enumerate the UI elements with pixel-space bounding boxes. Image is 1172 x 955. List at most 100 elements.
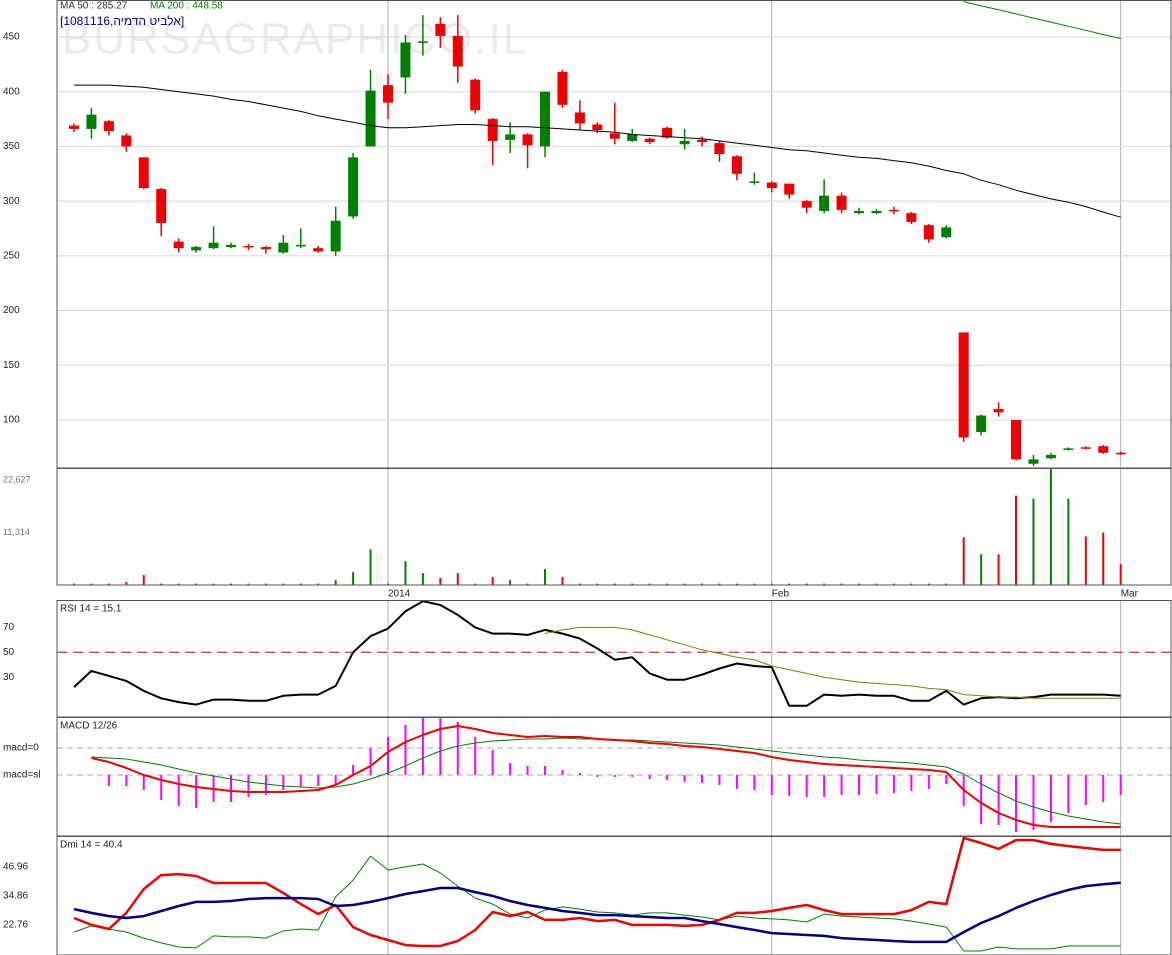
candle-body	[278, 242, 289, 253]
volume-bar	[578, 583, 581, 585]
candle-body	[260, 247, 271, 250]
volume-bar	[212, 583, 215, 585]
volume-bar	[718, 583, 721, 585]
candle-body	[383, 85, 394, 103]
histogram-bar	[1032, 775, 1035, 830]
histogram-bar	[701, 775, 704, 783]
volume-bar	[299, 583, 302, 585]
histogram-bar	[770, 775, 773, 795]
candle-body	[731, 156, 742, 174]
histogram-bar	[561, 770, 564, 775]
histogram-bar	[788, 775, 791, 796]
candle-body	[452, 35, 463, 67]
y-tick-label: 22.76	[3, 920, 28, 931]
histogram-bar	[125, 775, 128, 786]
histogram-bar	[299, 775, 302, 787]
volume-bar	[334, 580, 337, 585]
volume-bar	[910, 583, 913, 585]
volume-bar	[666, 583, 669, 585]
candle-body	[540, 91, 551, 147]
candle-body	[435, 23, 446, 36]
candle-body	[365, 90, 376, 147]
volume-bar	[980, 554, 983, 585]
volume-bar	[125, 582, 128, 585]
candle-body	[208, 242, 219, 249]
y-tick-label: 70	[3, 622, 15, 633]
legend-entry: MA 200 : 448.58	[150, 1, 223, 12]
candle-body	[400, 42, 411, 78]
candle-body	[103, 121, 114, 132]
volume-bar	[753, 583, 756, 585]
volume-bar	[282, 583, 285, 585]
volume-bar	[1015, 495, 1018, 585]
histogram-bar	[858, 775, 861, 795]
series-line	[544, 626, 1121, 699]
volume-bar	[945, 583, 948, 585]
candle-body	[679, 140, 690, 145]
panel-background	[57, 836, 1171, 955]
volume-bar	[770, 583, 773, 585]
histogram-bar	[404, 725, 407, 775]
instrument-label: [1081116,אלביט הדמיה]	[60, 14, 184, 28]
y-tick-label: 150	[3, 360, 20, 371]
volume-bar	[526, 583, 529, 585]
histogram-bar	[927, 775, 930, 789]
histogram-bar	[875, 775, 878, 794]
candle-body	[243, 245, 254, 248]
candle-body	[487, 119, 498, 141]
volume-bar	[858, 583, 861, 585]
histogram-bar	[334, 775, 337, 785]
histogram-bar	[317, 775, 320, 786]
y-tick-label: 250	[3, 250, 20, 261]
candle-body	[1115, 452, 1126, 455]
series-line	[963, 1, 1121, 39]
volume-bar	[1032, 498, 1035, 585]
histogram-bar	[945, 775, 948, 784]
candle-body	[993, 409, 1004, 413]
candle-body	[749, 181, 760, 183]
panel-background	[57, 0, 1171, 468]
y-tick-label: macd=sl	[3, 770, 41, 781]
candle-body	[470, 79, 481, 111]
series-line	[74, 84, 1121, 218]
volume-bar	[247, 583, 250, 585]
histogram-bar	[666, 775, 669, 780]
volume-bar	[456, 573, 459, 585]
histogram-bar	[910, 775, 913, 791]
volume-bar	[561, 577, 564, 585]
histogram-bar	[980, 775, 983, 824]
candle-body	[1080, 447, 1091, 449]
histogram-bar	[1067, 775, 1070, 813]
histogram-bar	[578, 773, 581, 775]
candle-body	[627, 134, 638, 141]
histogram-bar	[456, 722, 459, 775]
volume-bar	[142, 575, 145, 585]
candle-body	[941, 227, 952, 238]
candle-body	[906, 213, 917, 222]
volume-bar	[195, 583, 198, 585]
candle-body	[1063, 448, 1074, 450]
histogram-bar	[160, 775, 163, 800]
histogram-bar	[107, 775, 110, 786]
candle-body	[173, 241, 184, 249]
candle-body	[1098, 446, 1109, 453]
volume-bar	[491, 577, 494, 585]
x-tick-label: Mar	[1121, 589, 1139, 600]
histogram-bar	[823, 775, 826, 797]
series-line	[91, 725, 1121, 828]
histogram-bar	[352, 765, 355, 775]
series-line	[73, 600, 1121, 707]
histogram-bar	[683, 775, 686, 782]
histogram-bar	[177, 775, 180, 806]
legend-entry: MA 50 : 285.27	[60, 1, 128, 12]
histogram-bar	[1049, 775, 1052, 822]
volume-bar	[387, 583, 390, 585]
histogram-bar	[892, 775, 895, 793]
candle-body	[1028, 459, 1039, 464]
volume-bar	[1049, 468, 1052, 585]
candle-body	[714, 143, 725, 155]
candle-body	[801, 201, 812, 208]
y-tick-label: 350	[3, 141, 20, 152]
candle-body	[574, 112, 585, 124]
y-tick-label: 46.96	[3, 862, 28, 873]
